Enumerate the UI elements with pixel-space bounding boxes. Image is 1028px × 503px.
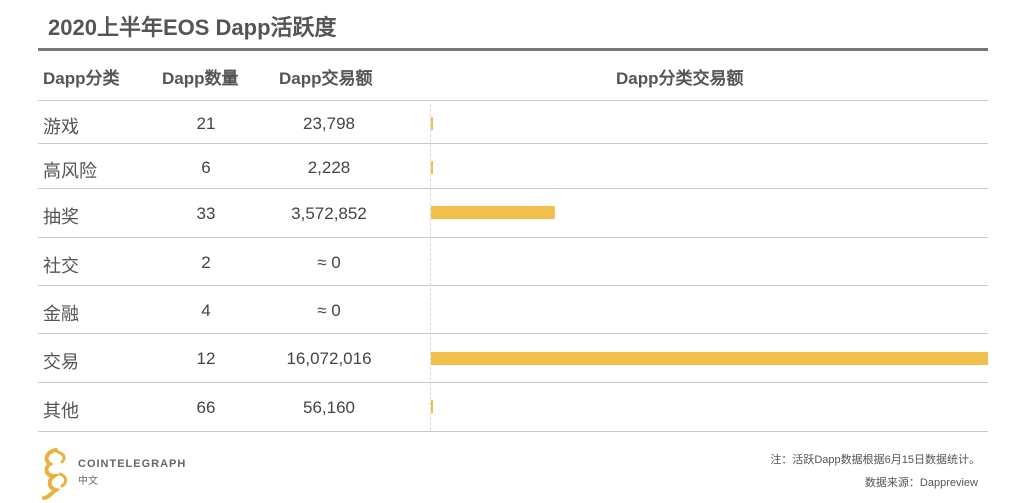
row-volume: 2,228: [307, 157, 351, 177]
top-rule: [38, 48, 988, 51]
row-divider: [38, 333, 988, 334]
row-count: 4: [201, 300, 211, 320]
header-category: Dapp分类: [43, 69, 120, 88]
row-volume: ≈ 0: [317, 300, 341, 320]
row-divider: [38, 237, 988, 238]
bar-高风险: [431, 161, 433, 174]
bar-axis: [430, 104, 431, 430]
chart-title: 2020上半年EOS Dapp活跃度: [48, 15, 337, 40]
row-divider: [38, 100, 988, 101]
row-count: 2: [201, 252, 211, 272]
row-count: 6: [201, 157, 211, 177]
bar-其他: [431, 400, 433, 413]
bar-交易: [431, 352, 988, 365]
row-divider: [38, 143, 988, 144]
header-count: Dapp数量: [162, 69, 239, 88]
row-divider: [38, 188, 988, 189]
row-volume: 56,160: [303, 397, 355, 417]
brand-name: COINTELEGRAPH: [78, 458, 187, 470]
brand-subtitle: 中文: [78, 476, 98, 487]
row-category: 交易: [43, 352, 79, 372]
header-volume: Dapp交易额: [279, 69, 373, 88]
row-volume: 16,072,016: [286, 349, 372, 368]
row-divider: [38, 382, 988, 383]
bar-抽奖: [431, 206, 555, 219]
row-category: 社交: [43, 255, 79, 276]
row-category: 高风险: [43, 160, 97, 181]
cointelegraph-logo-icon: [42, 448, 68, 500]
row-count: 33: [196, 204, 216, 223]
row-count: 12: [196, 349, 216, 368]
row-category: 其他: [43, 400, 79, 421]
row-category: 游戏: [43, 116, 79, 137]
bar-游戏: [431, 117, 433, 130]
row-divider: [38, 285, 988, 286]
row-volume: ≈ 0: [317, 252, 341, 272]
row-count: 66: [196, 397, 216, 417]
row-count: 21: [196, 113, 216, 133]
row-volume: 23,798: [303, 113, 355, 133]
row-category: 金融: [43, 303, 79, 324]
row-category: 抽奖: [43, 207, 79, 227]
row-volume: 3,572,852: [291, 204, 367, 223]
header-chart: Dapp分类交易额: [616, 69, 744, 88]
footnote: 注：活跃Dapp数据根据6月15日数据统计。: [770, 454, 980, 466]
row-divider: [38, 431, 988, 432]
data-source: 数据来源：Dappreview: [864, 477, 978, 489]
